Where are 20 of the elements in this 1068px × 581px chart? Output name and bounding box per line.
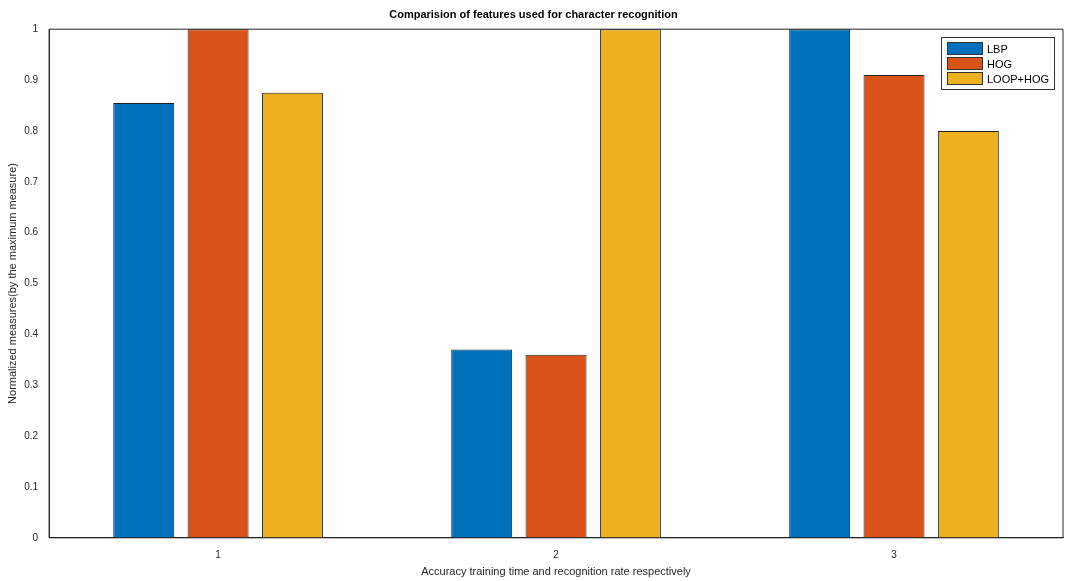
x-tick-label: 3 <box>891 548 898 560</box>
y-tick-label: 0.5 <box>24 277 39 289</box>
x-axis-title: Accuracy training time and recognition rate respectively <box>421 565 692 578</box>
legend-label: LBP <box>987 42 1008 55</box>
y-tick-label: 0.7 <box>24 175 39 187</box>
y-tick-label: 0.1 <box>24 480 39 492</box>
y-tick-label: 1 <box>32 22 39 34</box>
y-tick-label: 0 <box>32 531 39 543</box>
legend-label: LOOP+HOG <box>987 72 1050 85</box>
y-axis-title: Normalized measures(by the maximum measure) <box>5 163 18 404</box>
x-tick-label: 2 <box>553 548 560 560</box>
legend-label: HOG <box>987 57 1013 70</box>
y-tick-label: 0.2 <box>24 429 39 441</box>
y-tick-label: 0.9 <box>24 73 39 85</box>
y-tick-label: 0.8 <box>24 124 39 136</box>
y-tick-label: 0.6 <box>24 226 39 238</box>
y-tick-label: 0.3 <box>24 378 39 390</box>
chart-title: Comparision of features used for character recognition <box>389 7 679 20</box>
x-tick-label: 1 <box>215 548 222 560</box>
y-tick-label: 0.4 <box>24 328 39 340</box>
